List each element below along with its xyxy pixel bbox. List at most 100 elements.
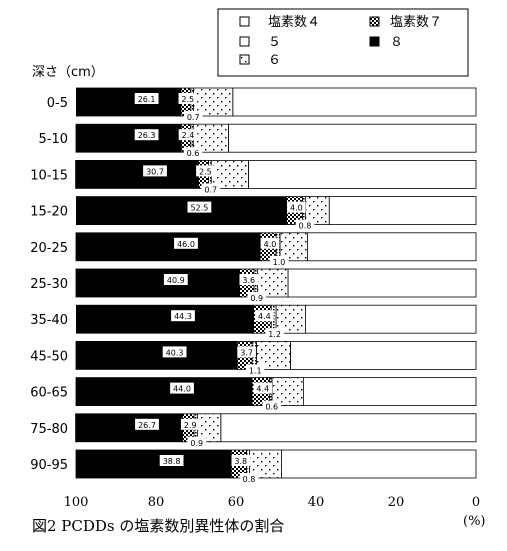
bar-s8-5-10 xyxy=(75,123,182,153)
y-axis-label: 深さ（cm） xyxy=(32,65,104,80)
value-label-s4-35-40: 42.6 xyxy=(80,315,98,324)
legend-swatch-s4 xyxy=(239,16,250,27)
value-label-s4-25-30: 47.0 xyxy=(80,279,98,288)
value-label-s7-10-15: 2.5 xyxy=(199,167,212,176)
value-label-s6-0-5-bg xyxy=(183,111,203,122)
legend-swatch-s8 xyxy=(369,36,380,47)
value-label-s6-90-95: 0.8 xyxy=(243,475,256,484)
x-tick-label-20: 20 xyxy=(388,495,405,510)
value-label-s6-60-65-bg xyxy=(262,400,282,412)
bar-s4-10-15 xyxy=(247,159,477,189)
value-label-s8-20-25-bg xyxy=(174,237,198,249)
value-label-s4-20-25: 42.1 xyxy=(80,243,98,252)
bar-s5-5-10 xyxy=(192,123,229,153)
bar-s4-60-65 xyxy=(303,377,477,407)
value-label-s4-15-20: 36.7 xyxy=(80,207,98,216)
value-label-s7-60-65: 4.4 xyxy=(256,385,269,394)
value-label-s6-15-20-bg xyxy=(295,219,315,231)
legend-swatch-s7 xyxy=(369,16,380,27)
value-label-s8-25-30: 40.9 xyxy=(167,276,185,285)
value-label-s8-5-10: 26.3 xyxy=(138,131,156,140)
value-label-s6-35-40-bg xyxy=(265,328,284,340)
value-label-s8-0-5-bg xyxy=(134,93,159,104)
category-label-25-30: 25-30 xyxy=(30,277,68,292)
value-label-s7-5-10: 2.4 xyxy=(182,131,195,140)
value-label-s8-20-25: 46.0 xyxy=(177,240,195,249)
value-label-s7-35-40-bg xyxy=(255,310,274,322)
value-label-s6-75-80: 0.9 xyxy=(190,439,203,448)
category-label-10-15: 10-15 xyxy=(30,168,68,183)
value-label-s8-90-95-bg xyxy=(159,455,184,466)
x-tick-label-0: 0 xyxy=(472,495,480,510)
value-label-s4-60-65: 43.1 xyxy=(80,388,98,397)
bar-s4-75-80 xyxy=(220,413,477,443)
value-label-s7-45-50: 3.7 xyxy=(240,348,253,357)
bar-s4-45-50 xyxy=(289,340,477,370)
legend-label-s4: 塩素数４ xyxy=(268,15,320,30)
bar-s5-45-50 xyxy=(255,340,291,370)
value-label-s4-75-80: 63.8 xyxy=(80,424,98,433)
category-label-15-20: 15-20 xyxy=(30,205,68,220)
bar-s8-0-5 xyxy=(76,87,182,117)
value-label-s8-60-65-bg xyxy=(170,382,194,394)
value-label-s6-35-40: 1.2 xyxy=(268,330,281,339)
value-label-s6-0-5: 0.7 xyxy=(187,113,200,122)
value-label-s8-10-15-bg xyxy=(143,165,167,177)
value-label-s7-15-20-bg xyxy=(287,201,306,213)
value-label-s6-75-80-bg xyxy=(187,436,207,448)
value-label-s6-25-30: 0.9 xyxy=(250,294,263,303)
value-label-s8-10-15: 30.7 xyxy=(146,167,164,176)
bar-s8-60-65 xyxy=(75,377,253,407)
legend: 塩素数４ ５ ６ 塩素数７ ８ xyxy=(217,8,469,77)
value-label-s8-60-65: 44.0 xyxy=(173,385,191,394)
value-label-s7-90-95-bg xyxy=(231,455,251,466)
value-label-s8-75-80-bg xyxy=(135,418,159,430)
value-label-s4-10-15: 56.9 xyxy=(80,170,98,179)
legend-label-s5: ５ xyxy=(268,35,281,50)
value-label-s7-20-25: 4.0 xyxy=(264,240,277,249)
bar-s8-20-25 xyxy=(75,232,261,262)
value-label-s6-45-50-bg xyxy=(245,364,265,376)
value-label-s8-15-20: 52.5 xyxy=(190,204,208,213)
value-label-s7-15-20: 4.0 xyxy=(290,204,303,213)
bar-s8-90-95 xyxy=(75,449,232,479)
bar-s4-0-5 xyxy=(232,87,477,117)
value-label-s6-15-20: 0.8 xyxy=(299,222,312,231)
category-label-35-40: 35-40 xyxy=(30,313,68,328)
bar-s4-15-20 xyxy=(328,196,477,226)
value-label-s8-45-50: 40.3 xyxy=(166,348,184,357)
value-label-s8-35-40: 44.3 xyxy=(174,312,192,321)
legend-swatch-s6 xyxy=(239,54,250,65)
bar-s4-90-95 xyxy=(281,449,477,479)
category-label-90-95: 90-95 xyxy=(30,458,68,473)
value-label-s4-0-5: 60.8 xyxy=(80,98,98,107)
value-label-s6-60-65: 0.6 xyxy=(265,403,278,412)
bar-s8-25-30 xyxy=(75,268,241,298)
value-label-s6-10-15: 0.7 xyxy=(204,185,217,194)
value-label-s8-35-40-bg xyxy=(171,310,195,322)
x-tick-label-80: 80 xyxy=(148,495,165,510)
value-label-s8-75-80: 26.7 xyxy=(138,421,156,430)
bar-s8-10-15 xyxy=(75,159,199,189)
x-tick-label-40: 40 xyxy=(308,495,325,510)
category-label-45-50: 45-50 xyxy=(30,349,68,364)
value-label-s6-20-25-bg xyxy=(269,255,289,267)
category-label-75-80: 75-80 xyxy=(30,422,68,437)
bar-s4-5-10 xyxy=(227,123,477,153)
value-label-s4-45-50: 46.4 xyxy=(80,351,98,360)
value-label-s8-0-5: 26.1 xyxy=(138,95,156,104)
value-label-s7-35-40: 4.4 xyxy=(258,312,271,321)
bar-s5-20-25 xyxy=(279,232,309,262)
value-label-s6-90-95-bg xyxy=(239,473,259,484)
value-label-s4-5-10: 61.9 xyxy=(80,134,98,143)
value-label-s4-90-95: 48.6 xyxy=(80,460,98,469)
bar-s8-35-40 xyxy=(76,304,254,334)
value-label-s7-0-5: 2.5 xyxy=(181,95,194,104)
value-label-s6-25-30-bg xyxy=(247,292,267,303)
value-label-s7-60-65-bg xyxy=(253,382,273,394)
value-label-s6-45-50: 1.1 xyxy=(249,366,262,375)
value-label-s7-5-10-bg xyxy=(178,129,198,141)
value-label-s6-20-25: 1.0 xyxy=(273,258,286,267)
category-label-0-5: 0-5 xyxy=(47,96,68,111)
